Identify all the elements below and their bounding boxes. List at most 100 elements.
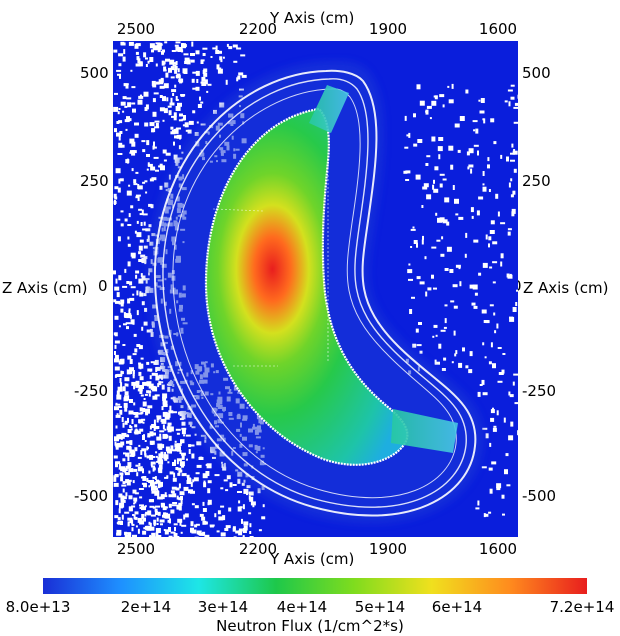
speckle-dot	[217, 67, 222, 70]
speckle-dot	[126, 369, 131, 375]
speckle-dot	[162, 96, 166, 102]
speckle-dot	[152, 111, 157, 117]
speckle-dot	[492, 281, 496, 284]
speckle-dot	[155, 122, 159, 127]
speckle-dot	[168, 67, 172, 73]
speckle-dot	[123, 323, 127, 326]
speckle-dot	[173, 154, 178, 160]
speckle-dot	[163, 66, 167, 72]
speckle-dot	[124, 534, 130, 537]
speckle-dot	[176, 460, 179, 465]
speckle-dot	[159, 430, 165, 433]
speckle-dot	[190, 527, 194, 533]
speckle-dot	[124, 268, 127, 273]
speckle-dot	[489, 266, 493, 269]
speckle-dot	[142, 401, 147, 407]
speckle-dot	[135, 525, 138, 528]
speckle-dot	[218, 50, 222, 54]
speckle-dot	[202, 531, 206, 536]
speckle-dot	[184, 61, 189, 64]
speckle-dot	[115, 462, 118, 468]
speckle-dot	[154, 481, 158, 485]
speckle-dot	[177, 472, 181, 476]
speckle-dot	[242, 504, 245, 510]
speckle-dot	[131, 419, 134, 424]
speckle-dot	[144, 513, 147, 517]
speckle-dot	[135, 413, 139, 416]
speckle-dot	[404, 115, 407, 121]
speckle-dot	[180, 500, 183, 504]
speckle-dot	[216, 530, 220, 533]
speckle-dot	[128, 410, 134, 415]
speckle-dot	[431, 246, 437, 249]
speckle-dot	[468, 164, 474, 168]
speckle-dot	[127, 429, 132, 433]
speckle-dot	[138, 421, 141, 424]
speckle-dot	[201, 516, 206, 521]
speckle-dot	[152, 145, 155, 150]
speckle-dot	[440, 329, 446, 332]
speckle-dot	[169, 471, 174, 475]
speckle-dot	[409, 309, 413, 314]
speckle-dot	[133, 502, 136, 505]
speckle-dot	[161, 374, 163, 380]
speckle-dot	[156, 420, 159, 423]
speckle-dot	[134, 415, 139, 418]
speckle-dot	[151, 80, 156, 86]
speckle-dot	[124, 472, 130, 476]
speckle-dot	[153, 432, 156, 436]
speckle-dot	[153, 361, 158, 365]
speckle-dot	[421, 239, 424, 245]
speckle-dot	[134, 122, 139, 126]
speckle-dot	[197, 104, 202, 108]
speckle-dot	[124, 313, 128, 318]
speckle-dot	[152, 476, 157, 479]
speckle-dot	[122, 386, 126, 392]
speckle-dot	[482, 171, 485, 176]
speckle-dot	[431, 274, 434, 279]
speckle-dot	[510, 84, 515, 87]
speckle-dot	[475, 507, 480, 510]
speckle-dot	[156, 436, 162, 441]
speckle-dot	[168, 410, 174, 414]
speckle-dot	[117, 236, 121, 242]
speckle-dot	[470, 168, 473, 174]
speckle-dot	[166, 475, 169, 479]
speckle-dot	[137, 430, 141, 434]
speckle-dot	[508, 101, 511, 107]
colorbar-tick-6e14: 6e+14	[431, 598, 483, 616]
speckle-dot	[163, 108, 168, 114]
speckle-dot	[131, 152, 136, 156]
speckle-dot	[136, 472, 139, 477]
speckle-dot	[139, 428, 144, 432]
speckle-dot	[172, 493, 177, 498]
speckle-dot	[150, 385, 156, 390]
speckle-dot	[144, 453, 147, 458]
speckle-dot	[442, 219, 448, 224]
speckle-dot	[471, 302, 476, 306]
speckle-dot	[137, 99, 143, 105]
speckle-dot	[439, 173, 445, 176]
speckle-dot	[195, 523, 200, 526]
speckle-dot	[203, 480, 206, 483]
speckle-dot	[466, 151, 470, 156]
speckle-dot	[465, 232, 468, 238]
speckle-dot	[169, 405, 172, 411]
speckle-dot	[143, 91, 149, 97]
speckle-dot	[507, 274, 513, 279]
speckle-dot	[215, 45, 218, 51]
speckle-dot	[433, 324, 438, 328]
speckle-dot	[152, 506, 156, 509]
speckle-dot	[192, 479, 195, 483]
speckle-dot	[142, 468, 144, 474]
speckle-dot	[166, 434, 169, 438]
speckle-dot	[450, 300, 455, 303]
speckle-dot	[447, 85, 450, 88]
speckle-dot	[448, 145, 454, 151]
speckle-dot	[491, 461, 497, 465]
speckle-dot	[118, 508, 121, 514]
speckle-dot	[134, 133, 139, 138]
speckle-dot	[143, 256, 148, 260]
speckle-dot	[496, 487, 501, 491]
speckle-dot	[146, 446, 149, 451]
